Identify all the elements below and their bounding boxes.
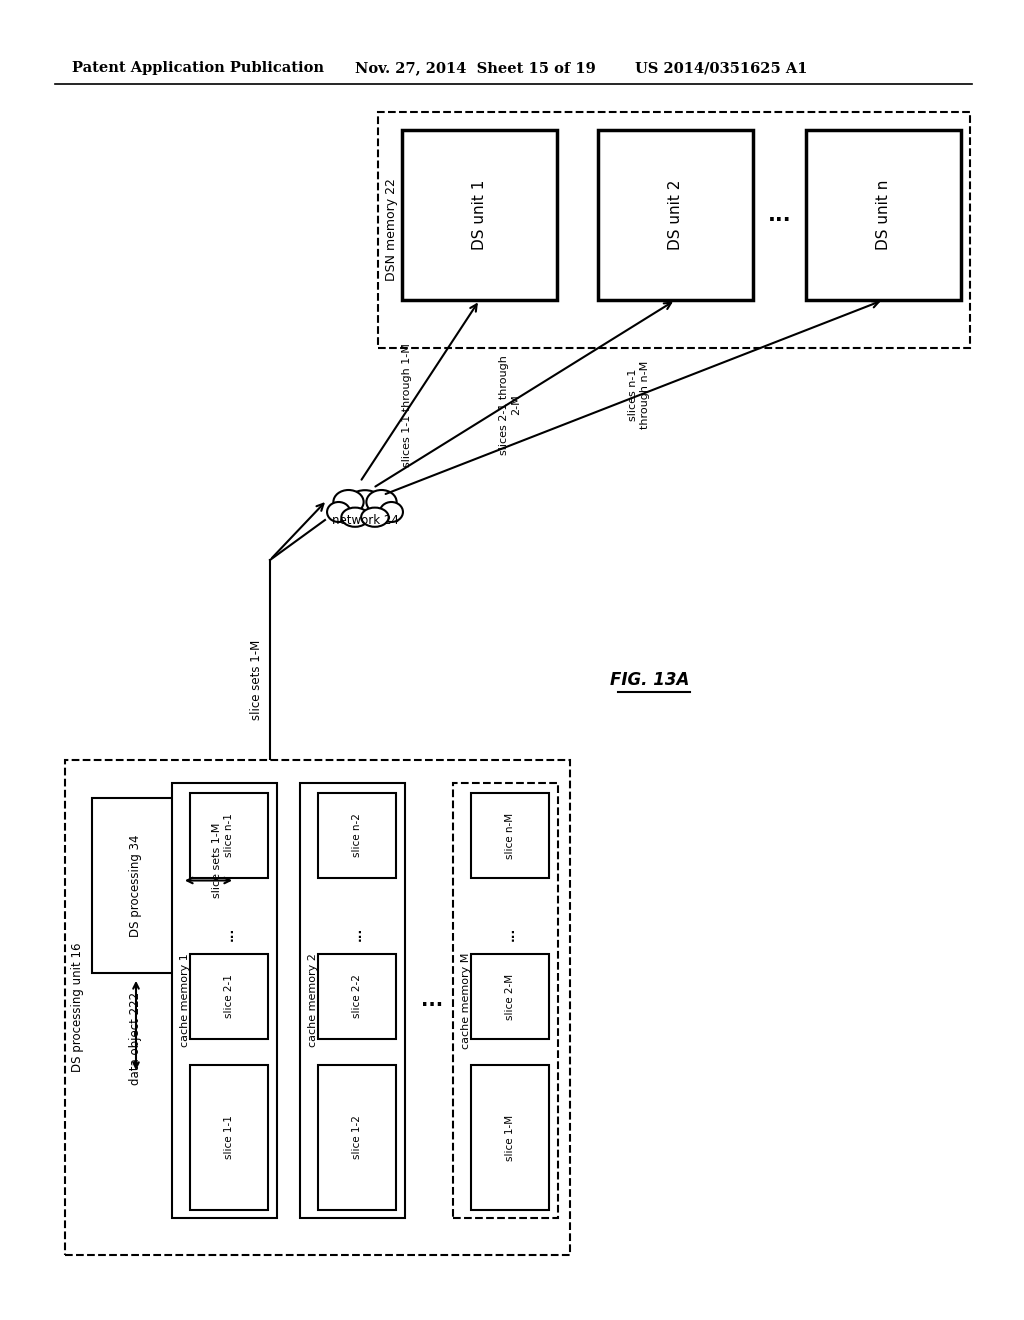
Ellipse shape xyxy=(341,508,369,527)
Bar xyxy=(190,1065,268,1210)
Text: slice sets 1-M: slice sets 1-M xyxy=(250,640,262,721)
Text: DS processing 34: DS processing 34 xyxy=(129,834,142,937)
Text: slice 2-1: slice 2-1 xyxy=(224,974,234,1019)
Text: cache memory 2: cache memory 2 xyxy=(308,953,318,1048)
Text: ...: ... xyxy=(350,927,364,941)
Bar xyxy=(471,1065,549,1210)
Text: DSN memory 22: DSN memory 22 xyxy=(385,178,398,281)
Text: US 2014/0351625 A1: US 2014/0351625 A1 xyxy=(635,61,808,75)
Bar xyxy=(402,129,557,300)
Text: network 24: network 24 xyxy=(332,513,398,527)
Text: slice 1-M: slice 1-M xyxy=(505,1114,515,1160)
Ellipse shape xyxy=(367,490,396,513)
Bar xyxy=(190,793,268,878)
Text: Patent Application Publication: Patent Application Publication xyxy=(72,61,324,75)
Ellipse shape xyxy=(327,502,350,521)
Text: ...: ... xyxy=(421,991,443,1010)
Text: Nov. 27, 2014  Sheet 15 of 19: Nov. 27, 2014 Sheet 15 of 19 xyxy=(355,61,596,75)
Text: slice n-M: slice n-M xyxy=(505,812,515,858)
Text: slice n-2: slice n-2 xyxy=(352,813,362,858)
Bar xyxy=(300,783,406,1218)
Text: ...: ... xyxy=(222,927,236,941)
Text: slice sets 1-M: slice sets 1-M xyxy=(212,822,221,898)
Text: ...: ... xyxy=(768,205,792,224)
Bar xyxy=(598,129,753,300)
Bar xyxy=(65,760,570,1255)
Bar xyxy=(806,129,961,300)
Ellipse shape xyxy=(361,508,389,527)
Bar xyxy=(471,793,549,878)
Text: data object 222: data object 222 xyxy=(129,991,142,1085)
Bar xyxy=(318,793,396,878)
Bar xyxy=(92,799,180,973)
Text: slices n-1
through n-M: slices n-1 through n-M xyxy=(629,360,650,429)
Ellipse shape xyxy=(380,502,403,521)
Bar xyxy=(327,506,403,528)
Text: ...: ... xyxy=(504,927,516,941)
Text: slice 1-2: slice 1-2 xyxy=(352,1115,362,1159)
Text: cache memory M: cache memory M xyxy=(461,952,471,1048)
Text: slices 1-1 through 1-M: slices 1-1 through 1-M xyxy=(402,343,413,467)
Bar xyxy=(318,954,396,1039)
Text: cache memory 1: cache memory 1 xyxy=(180,953,190,1047)
Text: slice 1-1: slice 1-1 xyxy=(224,1115,234,1159)
Bar xyxy=(471,954,549,1039)
Text: slice n-1: slice n-1 xyxy=(224,813,234,858)
Text: DS processing unit 16: DS processing unit 16 xyxy=(72,942,85,1072)
Bar xyxy=(318,1065,396,1210)
Text: DS unit 2: DS unit 2 xyxy=(668,180,683,251)
Bar xyxy=(172,783,278,1218)
Bar xyxy=(378,112,970,348)
Text: DS unit 1: DS unit 1 xyxy=(472,180,487,251)
Bar xyxy=(453,783,558,1218)
Text: slice 2-M: slice 2-M xyxy=(505,973,515,1019)
Text: slices 2-1 through
2-M: slices 2-1 through 2-M xyxy=(500,355,521,455)
Bar xyxy=(190,954,268,1039)
Ellipse shape xyxy=(334,490,364,513)
Ellipse shape xyxy=(346,490,384,520)
Text: slice 2-2: slice 2-2 xyxy=(352,974,362,1019)
Text: FIG. 13A: FIG. 13A xyxy=(610,671,690,689)
Text: DS unit n: DS unit n xyxy=(876,180,891,251)
